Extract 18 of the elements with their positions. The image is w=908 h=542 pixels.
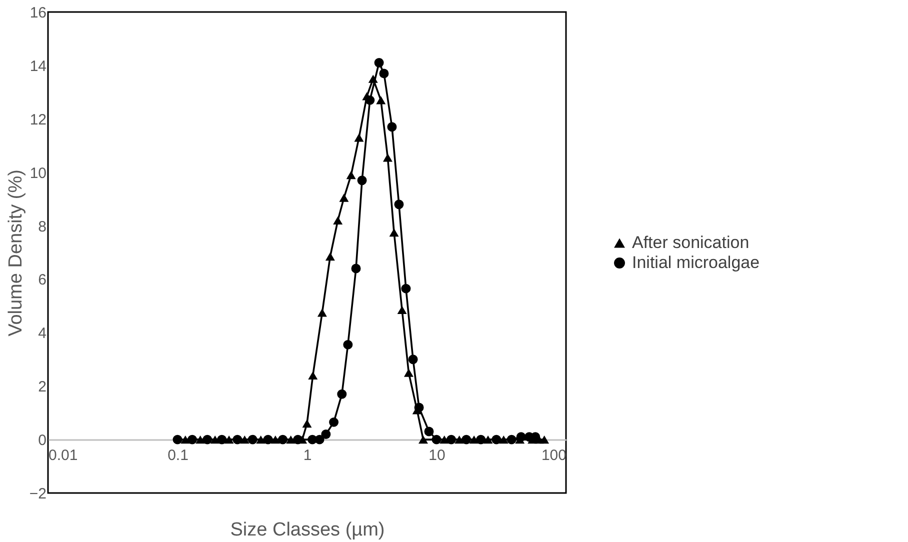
- x-tick-label: 1: [303, 447, 312, 464]
- y-tick-label: 16: [30, 4, 46, 22]
- y-tick-label: 0: [38, 432, 46, 450]
- x-tick-label: 10: [428, 447, 446, 464]
- y-tick-label: 6: [38, 272, 46, 289]
- legend-label: Initial microalgae: [632, 253, 760, 272]
- x-tick-label: 0.1: [168, 447, 188, 464]
- y-tick-label: 10: [30, 164, 46, 182]
- y-axis-title: Volume Density (%): [5, 170, 26, 336]
- y-tick-label: 8: [38, 218, 46, 236]
- y-tick-label: 4: [38, 325, 46, 342]
- y-tick-label: 2: [38, 378, 46, 396]
- x-axis-title: Size Classes (µm): [230, 520, 385, 540]
- legend-label: After sonication: [632, 233, 750, 252]
- x-tick-label: 0.01: [48, 447, 78, 464]
- y-tick-label: −2: [29, 486, 46, 502]
- y-tick-label: 14: [30, 58, 46, 75]
- y-tick-label: 12: [30, 111, 46, 128]
